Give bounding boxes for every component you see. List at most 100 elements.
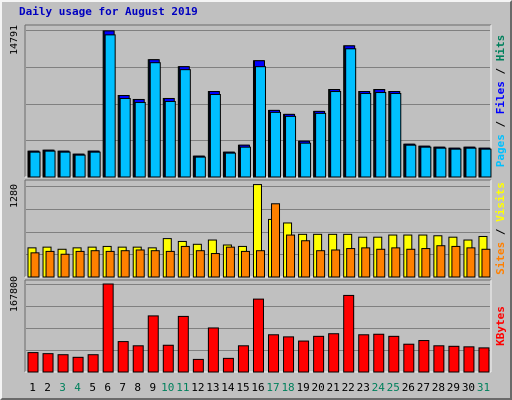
bar-sites-day-30 — [466, 247, 476, 278]
day-label-22: 22 — [342, 381, 355, 394]
day-label-9: 9 — [149, 381, 156, 394]
day-label-10: 10 — [161, 381, 174, 394]
day-label-7: 7 — [119, 381, 126, 394]
day-label-28: 28 — [432, 381, 445, 394]
bar-kbytes-day-22 — [343, 294, 355, 373]
day-label-4: 4 — [74, 381, 81, 394]
legend-part: Hits — [494, 35, 507, 62]
day-label-14: 14 — [221, 381, 235, 394]
bar-sites-day-7 — [120, 250, 130, 278]
day-label-2: 2 — [44, 381, 51, 394]
bar-sites-day-2 — [45, 250, 55, 278]
bar-kbytes-day-6 — [102, 283, 114, 373]
day-label-8: 8 — [134, 381, 141, 394]
bar-pages-day-22 — [345, 48, 357, 178]
day-label-17: 17 — [266, 381, 279, 394]
bar-pages-day-15 — [239, 146, 251, 178]
bar-pages-day-21 — [330, 91, 342, 178]
legend-part: Visits — [494, 182, 507, 222]
series-legend-label: Sites / Visits — [494, 182, 507, 275]
bar-sites-day-23 — [361, 247, 371, 278]
bar-sites-day-16 — [255, 250, 265, 278]
bar-kbytes-day-2 — [42, 353, 54, 373]
bar-kbytes-day-4 — [72, 356, 84, 373]
bar-pages-day-23 — [360, 93, 372, 178]
bar-pages-day-28 — [435, 147, 447, 178]
day-label-12: 12 — [191, 381, 204, 394]
bar-sites-day-13 — [210, 253, 220, 278]
bar-pages-day-31 — [480, 148, 492, 178]
bar-kbytes-day-1 — [27, 352, 39, 373]
bar-pages-day-14 — [224, 152, 236, 178]
bar-kbytes-day-3 — [57, 354, 69, 373]
bar-sites-day-28 — [436, 245, 446, 278]
bar-pages-day-11 — [179, 69, 191, 178]
bar-pages-day-8 — [134, 101, 146, 178]
bar-kbytes-day-27 — [418, 340, 430, 373]
day-label-16: 16 — [251, 381, 264, 394]
bar-kbytes-day-25 — [388, 335, 400, 373]
bar-kbytes-day-21 — [328, 333, 340, 373]
bar-kbytes-day-13 — [207, 327, 219, 373]
bar-kbytes-day-9 — [147, 315, 159, 373]
day-label-13: 13 — [206, 381, 219, 394]
bar-kbytes-day-15 — [237, 345, 249, 373]
max-value-label: 14791 — [9, 25, 20, 55]
bar-kbytes-day-28 — [433, 345, 445, 373]
series-legend-label: Pages / Files / Hits — [494, 35, 507, 168]
bar-kbytes-day-10 — [162, 344, 174, 373]
bar-sites-day-29 — [451, 245, 461, 278]
bar-sites-day-25 — [391, 247, 401, 278]
legend-part: / — [494, 61, 507, 81]
bar-pages-day-16 — [254, 66, 266, 178]
bar-sites-day-27 — [421, 248, 431, 278]
bar-pages-day-5 — [89, 151, 101, 178]
day-label-23: 23 — [357, 381, 370, 394]
bar-pages-day-12 — [194, 156, 206, 178]
bar-sites-day-19 — [301, 240, 311, 278]
panel-kbytes: 167800 KBytes — [9, 276, 507, 373]
bar-sites-day-8 — [135, 249, 145, 278]
bar-pages-day-13 — [209, 94, 221, 178]
day-label-24: 24 — [372, 381, 386, 394]
legend-part: / — [494, 222, 507, 242]
max-value-label: 167800 — [9, 276, 20, 312]
bar-sites-day-14 — [225, 246, 235, 278]
day-label-18: 18 — [281, 381, 294, 394]
bar-pages-day-4 — [74, 154, 86, 178]
legend-part: Pages — [494, 134, 507, 167]
bar-pages-day-1 — [29, 151, 41, 178]
legend-part: / — [494, 114, 507, 134]
bar-kbytes-day-12 — [192, 358, 204, 373]
max-value-label: 1280 — [9, 184, 20, 208]
bar-sites-day-26 — [406, 248, 416, 278]
day-label-11: 11 — [176, 381, 189, 394]
bar-kbytes-day-20 — [313, 335, 325, 373]
day-label-6: 6 — [104, 381, 111, 394]
bar-sites-day-9 — [150, 250, 160, 278]
bar-sites-day-31 — [481, 248, 491, 278]
day-label-20: 20 — [312, 381, 325, 394]
legend-part: Sites — [494, 242, 507, 275]
bar-sites-day-15 — [240, 250, 250, 278]
bar-pages-day-18 — [285, 115, 297, 178]
day-label-15: 15 — [236, 381, 249, 394]
bar-sites-day-17 — [271, 203, 281, 278]
bar-pages-day-19 — [300, 142, 312, 178]
bar-pages-day-3 — [59, 151, 71, 178]
day-label-3: 3 — [59, 381, 66, 394]
bar-sites-day-6 — [105, 250, 115, 278]
day-label-21: 21 — [327, 381, 340, 394]
bar-pages-day-9 — [149, 62, 161, 178]
bar-pages-day-24 — [375, 92, 387, 178]
bar-pages-day-30 — [465, 147, 477, 178]
bar-kbytes-day-23 — [358, 334, 370, 373]
bar-kbytes-day-24 — [373, 333, 385, 373]
legend-part: KBytes — [494, 306, 507, 346]
bar-pages-day-20 — [315, 112, 327, 178]
day-label-29: 29 — [447, 381, 460, 394]
bar-kbytes-day-31 — [478, 347, 490, 373]
bar-sites-day-24 — [376, 248, 386, 278]
bar-pages-day-29 — [450, 148, 462, 178]
